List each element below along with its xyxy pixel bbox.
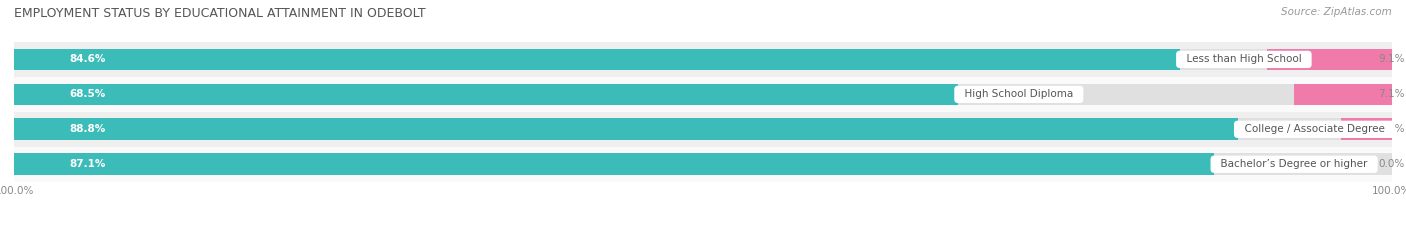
Text: EMPLOYMENT STATUS BY EDUCATIONAL ATTAINMENT IN ODEBOLT: EMPLOYMENT STATUS BY EDUCATIONAL ATTAINM…: [14, 7, 426, 20]
Text: 68.5%: 68.5%: [69, 89, 105, 99]
Bar: [14, 154, 1392, 175]
Text: Bachelor’s Degree or higher: Bachelor’s Degree or higher: [1215, 159, 1374, 169]
Text: 87.1%: 87.1%: [69, 159, 105, 169]
Text: 3.7%: 3.7%: [1378, 124, 1405, 134]
Bar: [14, 84, 1392, 105]
Bar: [14, 49, 1180, 70]
Text: 88.8%: 88.8%: [69, 124, 105, 134]
Bar: [1341, 118, 1392, 140]
Text: College / Associate Degree: College / Associate Degree: [1237, 124, 1391, 134]
Bar: [14, 42, 1392, 77]
Bar: [1294, 84, 1392, 105]
Bar: [1267, 49, 1392, 70]
Text: Less than High School: Less than High School: [1180, 55, 1308, 64]
Bar: [14, 147, 1392, 182]
Text: High School Diploma: High School Diploma: [957, 89, 1080, 99]
Bar: [14, 112, 1392, 147]
Bar: [14, 49, 1392, 70]
Bar: [14, 118, 1237, 140]
Text: 7.1%: 7.1%: [1378, 89, 1405, 99]
Bar: [14, 77, 1392, 112]
Text: 84.6%: 84.6%: [69, 55, 105, 64]
Bar: [14, 154, 1215, 175]
Bar: [14, 84, 957, 105]
Text: Source: ZipAtlas.com: Source: ZipAtlas.com: [1281, 7, 1392, 17]
Bar: [14, 118, 1392, 140]
Text: 9.1%: 9.1%: [1378, 55, 1405, 64]
Text: 0.0%: 0.0%: [1378, 159, 1405, 169]
